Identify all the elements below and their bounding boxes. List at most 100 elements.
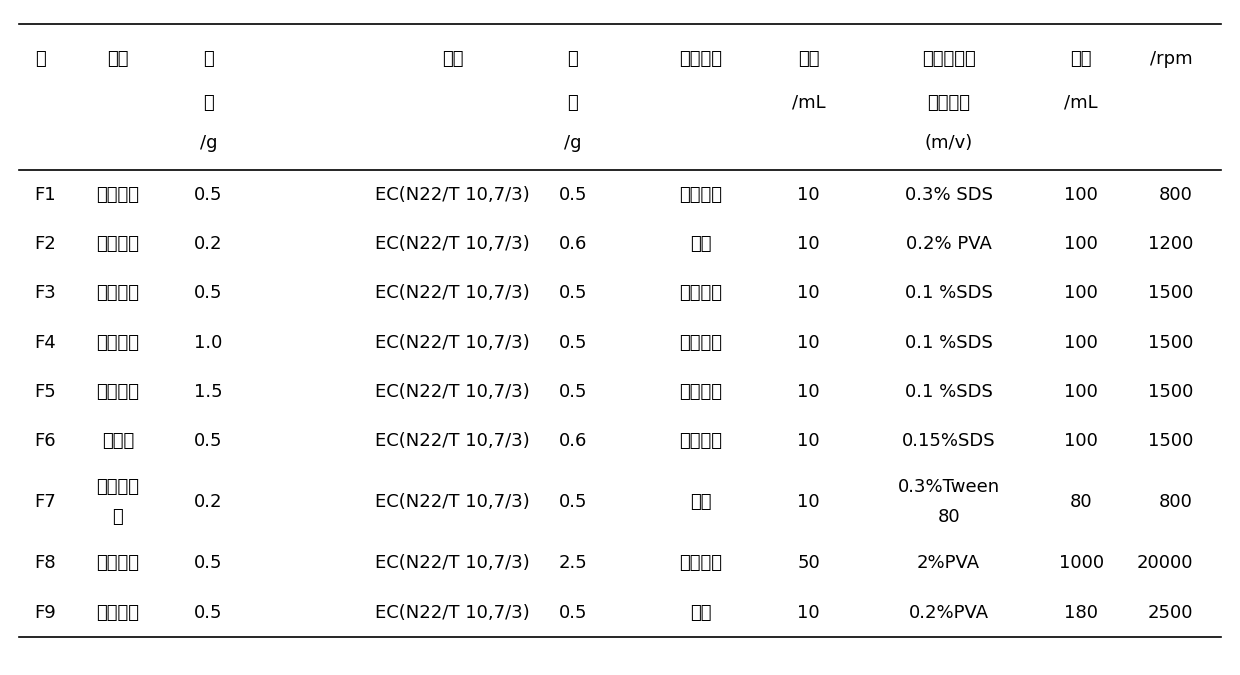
Text: 100: 100	[1064, 333, 1099, 352]
Text: EC(N22/T 10,7/3): EC(N22/T 10,7/3)	[376, 383, 529, 401]
Text: 0.1 %SDS: 0.1 %SDS	[905, 333, 992, 352]
Text: 0.5: 0.5	[195, 554, 222, 572]
Text: F9: F9	[35, 603, 57, 622]
Text: /mL: /mL	[1064, 94, 1099, 111]
Text: 0.5: 0.5	[559, 284, 587, 302]
Text: EC(N22/T 10,7/3): EC(N22/T 10,7/3)	[376, 603, 529, 622]
Text: 用: 用	[203, 51, 213, 68]
Text: 10: 10	[797, 383, 820, 401]
Text: 0.5: 0.5	[559, 383, 587, 401]
Text: 名称: 名称	[107, 51, 129, 68]
Text: EC(N22/T 10,7/3): EC(N22/T 10,7/3)	[376, 333, 529, 352]
Text: 1500: 1500	[1147, 383, 1193, 401]
Text: 100: 100	[1064, 383, 1099, 401]
Text: 号: 号	[35, 51, 46, 68]
Text: 0.2: 0.2	[195, 235, 222, 253]
Text: 100: 100	[1064, 284, 1099, 302]
Text: 量: 量	[203, 94, 213, 111]
Text: 二氯甲烷: 二氯甲烷	[680, 333, 722, 352]
Text: 0.5: 0.5	[559, 186, 587, 204]
Text: 0.3%Tween: 0.3%Tween	[898, 479, 999, 496]
Text: 0.2% PVA: 0.2% PVA	[905, 235, 992, 253]
Text: 0.6: 0.6	[559, 432, 587, 450]
Text: EC(N22/T 10,7/3): EC(N22/T 10,7/3)	[376, 432, 529, 450]
Text: 2500: 2500	[1147, 603, 1193, 622]
Text: 10: 10	[797, 432, 820, 450]
Text: 2.5: 2.5	[558, 554, 588, 572]
Text: 10: 10	[797, 235, 820, 253]
Text: (m/v): (m/v)	[925, 134, 972, 152]
Text: 10: 10	[797, 493, 820, 511]
Text: EC(N22/T 10,7/3): EC(N22/T 10,7/3)	[376, 186, 529, 204]
Text: 20000: 20000	[1136, 554, 1193, 572]
Text: 10: 10	[797, 333, 820, 352]
Text: 0.15%SDS: 0.15%SDS	[901, 432, 996, 450]
Text: 乙酸乙酯: 乙酸乙酯	[680, 186, 722, 204]
Text: F7: F7	[35, 493, 57, 511]
Text: 二氯甲烷: 二氯甲烷	[680, 432, 722, 450]
Text: 1500: 1500	[1147, 432, 1193, 450]
Text: 尼美舒利: 尼美舒利	[97, 603, 139, 622]
Text: 丙酮: 丙酮	[689, 603, 712, 622]
Text: 型号: 型号	[441, 51, 464, 68]
Text: 0.2%PVA: 0.2%PVA	[909, 603, 988, 622]
Text: 800: 800	[1159, 493, 1193, 511]
Text: 头孢呋辛: 头孢呋辛	[97, 479, 139, 496]
Text: 10: 10	[797, 603, 820, 622]
Text: 1000: 1000	[1059, 554, 1104, 572]
Text: 丙酮: 丙酮	[689, 235, 712, 253]
Text: 80: 80	[937, 508, 960, 526]
Text: /g: /g	[200, 134, 217, 152]
Text: 80: 80	[1070, 493, 1092, 511]
Text: 0.1 %SDS: 0.1 %SDS	[905, 284, 992, 302]
Text: F4: F4	[35, 333, 57, 352]
Text: 100: 100	[1064, 235, 1099, 253]
Text: 100: 100	[1064, 432, 1099, 450]
Text: 0.2: 0.2	[195, 493, 222, 511]
Text: 萘普生: 萘普生	[102, 432, 134, 450]
Text: EC(N22/T 10,7/3): EC(N22/T 10,7/3)	[376, 284, 529, 302]
Text: 0.5: 0.5	[559, 493, 587, 511]
Text: 二氯甲烷: 二氯甲烷	[680, 284, 722, 302]
Text: 二氯甲烷: 二氯甲烷	[680, 554, 722, 572]
Text: 0.5: 0.5	[195, 432, 222, 450]
Text: /g: /g	[564, 134, 582, 152]
Text: 0.3% SDS: 0.3% SDS	[905, 186, 992, 204]
Text: F2: F2	[35, 235, 57, 253]
Text: 1200: 1200	[1147, 235, 1193, 253]
Text: 阿奇霉素: 阿奇霉素	[97, 383, 139, 401]
Text: 及其浓度: 及其浓度	[928, 94, 970, 111]
Text: F8: F8	[35, 554, 56, 572]
Text: 二氯甲烷: 二氯甲烷	[680, 383, 722, 401]
Text: 10: 10	[797, 284, 820, 302]
Text: 1500: 1500	[1147, 333, 1193, 352]
Text: 1500: 1500	[1147, 284, 1193, 302]
Text: 0.1 %SDS: 0.1 %SDS	[905, 383, 992, 401]
Text: 用量: 用量	[797, 51, 820, 68]
Text: EC(N22/T 10,7/3): EC(N22/T 10,7/3)	[376, 554, 529, 572]
Text: F3: F3	[35, 284, 57, 302]
Text: EC(N22/T 10,7/3): EC(N22/T 10,7/3)	[376, 493, 529, 511]
Text: 180: 180	[1064, 603, 1099, 622]
Text: /mL: /mL	[791, 94, 826, 111]
Text: 2%PVA: 2%PVA	[918, 554, 980, 572]
Text: 0.5: 0.5	[195, 284, 222, 302]
Text: F6: F6	[35, 432, 56, 450]
Text: 800: 800	[1159, 186, 1193, 204]
Text: 0.5: 0.5	[559, 333, 587, 352]
Text: 量: 量	[568, 94, 578, 111]
Text: 洛哌丁胺: 洛哌丁胺	[97, 554, 139, 572]
Text: 100: 100	[1064, 186, 1099, 204]
Text: 0.5: 0.5	[195, 603, 222, 622]
Text: 克拉霉素: 克拉霉素	[97, 186, 139, 204]
Text: 吲哚美辛: 吲哚美辛	[97, 235, 139, 253]
Text: 用量: 用量	[1070, 51, 1092, 68]
Text: 阿奇霉素: 阿奇霉素	[97, 284, 139, 302]
Text: 阿奇霉素: 阿奇霉素	[97, 333, 139, 352]
Text: 表面活性剂: 表面活性剂	[921, 51, 976, 68]
Text: /rpm: /rpm	[1151, 51, 1193, 68]
Text: F1: F1	[35, 186, 56, 204]
Text: 10: 10	[797, 186, 820, 204]
Text: 0.5: 0.5	[559, 603, 587, 622]
Text: 50: 50	[797, 554, 820, 572]
